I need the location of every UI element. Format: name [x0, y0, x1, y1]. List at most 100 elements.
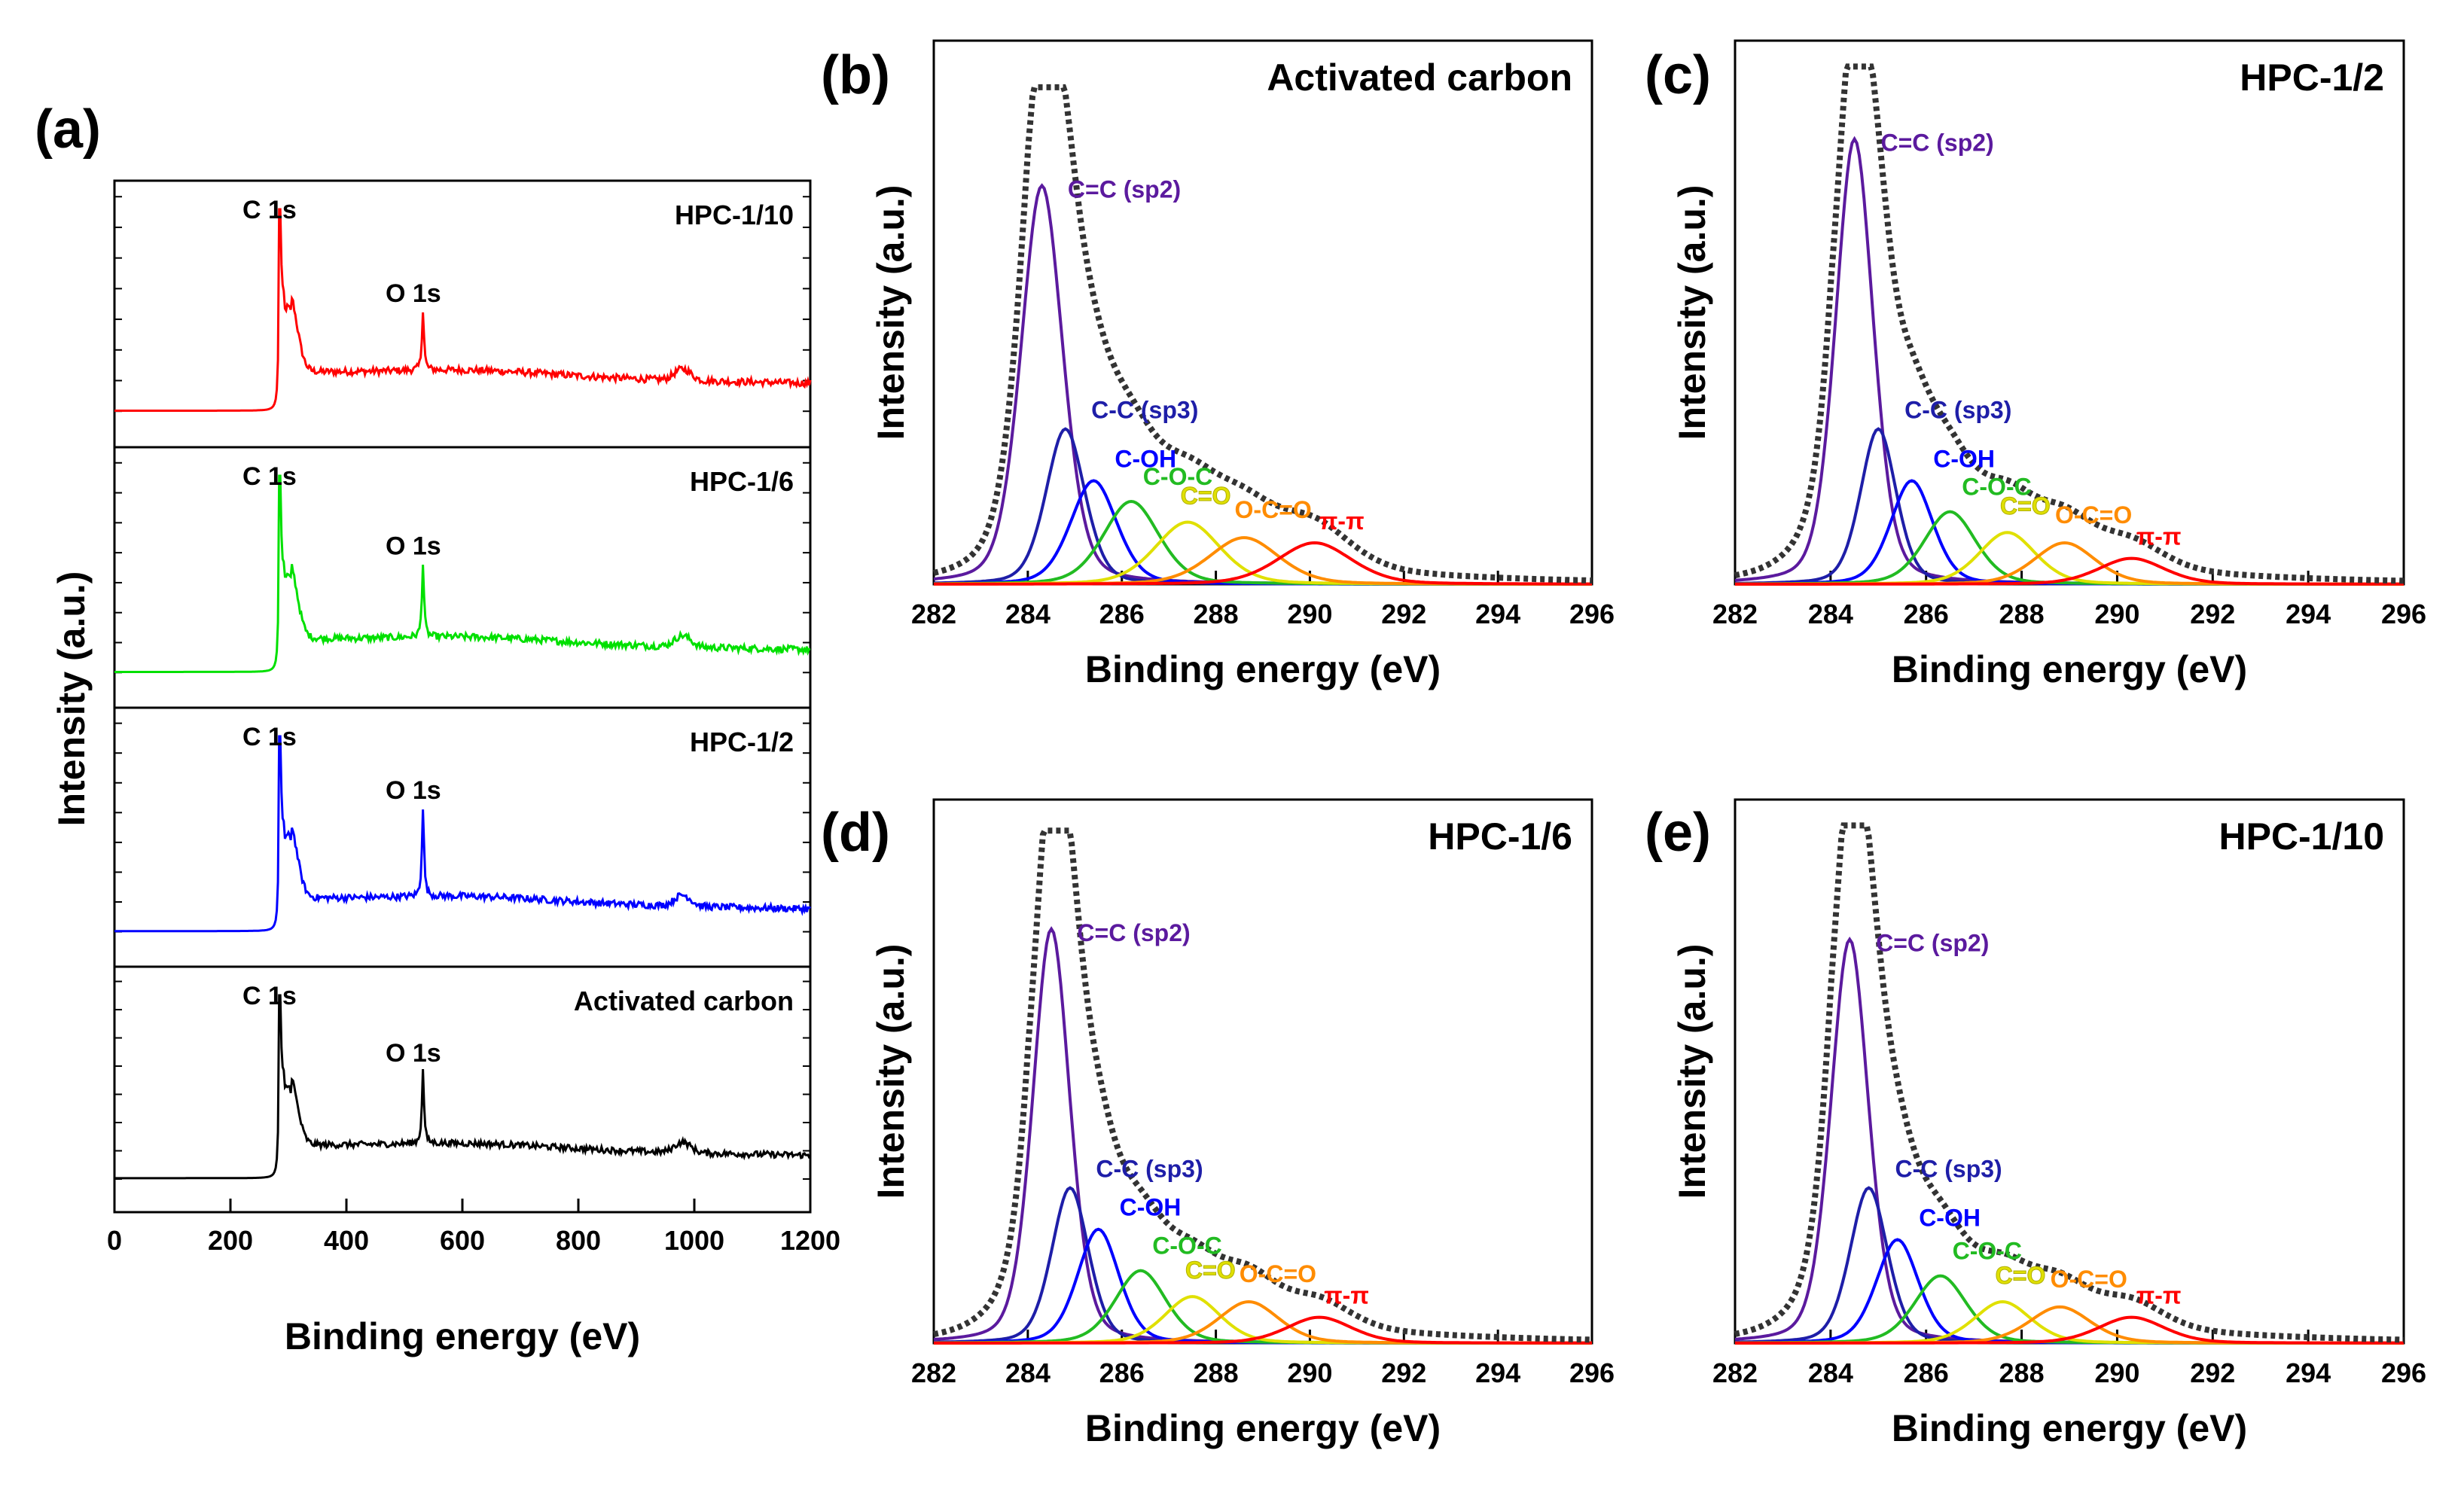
component-label-c-oh: C-OH: [1120, 1194, 1182, 1221]
x-tick-label: 288: [1999, 1357, 2045, 1388]
envelope-data: [933, 827, 1592, 1343]
survey-spectrum-hpc-1-10: C 1s O 1s HPC-1/10: [113, 179, 812, 449]
survey-sample-name: HPC-1/10: [675, 200, 794, 230]
survey-sample-name: HPC-1/6: [690, 466, 794, 497]
survey-line-hpc-1-10: [114, 208, 812, 412]
x-tick-label: 296: [1569, 1357, 1615, 1388]
o1s-label: O 1s: [386, 1039, 441, 1068]
o1s-label: O 1s: [386, 279, 441, 308]
survey-spectrum-hpc-1-2: C 1s O 1s HPC-1/2: [113, 706, 812, 968]
x-tick-label: 290: [2094, 599, 2139, 629]
x-tick-label: 292: [2190, 1357, 2235, 1388]
x-tick-label: 290: [2094, 1357, 2139, 1388]
x-tick-label: 294: [2286, 1357, 2331, 1388]
x-tick-label: 292: [1381, 599, 1426, 629]
x-tick-label-a: 600: [440, 1225, 485, 1256]
component-label-o-c-o: O-C=O: [1235, 496, 1312, 523]
component-label-o-c-o: O-C=O: [2051, 1266, 2127, 1293]
c1s-panel-d: (d) 282 284 286 288 290 292 294 296 C=C (sp2) C-C …: [821, 798, 1615, 1449]
survey-sample-name: Activated carbon: [574, 986, 794, 1016]
envelope-data: [932, 84, 1592, 583]
x-tick-label: 294: [1475, 1357, 1520, 1388]
component-label-c-o: C=O: [1185, 1257, 1236, 1284]
component-label-: π-π: [1319, 507, 1365, 535]
panel-label-b: (b): [821, 45, 890, 105]
x-tick-label: 286: [1099, 599, 1145, 629]
x-axis-title: Binding energy (eV): [1892, 648, 2247, 690]
x-tick-label: 284: [1808, 599, 1853, 629]
y-axis-title: Intensity (a.u.): [1671, 185, 1713, 440]
component-label-c-c-sp3: C-C (sp3): [1895, 1156, 2002, 1183]
sample-name: HPC-1/10: [2219, 815, 2384, 858]
x-tick-label-a: 1000: [664, 1225, 724, 1256]
x-tick-label-a: 0: [107, 1225, 122, 1256]
component-label-c-o-c: C-O-C: [1962, 474, 2031, 501]
component-c-c-sp2: [933, 183, 1592, 586]
envelope-data: [1734, 822, 2405, 1343]
component-label-c-oh: C-OH: [1115, 445, 1176, 472]
c1s-panel-b: (b) 282 284 286 288 290 292 294 296 C=C (sp2) C-C …: [821, 39, 1615, 690]
c1s-label: C 1s: [242, 723, 297, 751]
x-tick-label: 284: [1005, 1357, 1051, 1388]
x-tick-label: 286: [1099, 1357, 1145, 1388]
component-: [1735, 1315, 2404, 1345]
survey-spectrum-hpc-1-6: C 1s O 1s HPC-1/6: [113, 446, 812, 709]
x-tick-label: 290: [1287, 1357, 1332, 1388]
component-label-c-c-sp2: C=C (sp2): [1880, 129, 1993, 157]
sample-name: Activated carbon: [1267, 56, 1572, 99]
x-tick-label: 284: [1808, 1357, 1853, 1388]
x-tick-label: 282: [911, 1357, 956, 1388]
y-axis-title: Intensity (a.u.): [1671, 944, 1713, 1199]
x-axis-title-a: Binding energy (eV): [285, 1315, 640, 1357]
survey-spectrum-activated-carbon: C 1s O 1s Activated carbon: [113, 965, 812, 1214]
component-: [934, 541, 1592, 586]
sample-name: HPC-1/6: [1428, 815, 1572, 858]
x-tick-label: 296: [2381, 599, 2426, 629]
panel-label-d: (d): [821, 803, 890, 863]
y-axis-title-a: Intensity (a.u.): [50, 571, 93, 827]
component-label-c-oh: C-OH: [1933, 445, 1995, 472]
x-tick-label: 286: [1904, 599, 1949, 629]
panel-label-c: (c): [1645, 45, 1711, 105]
component-label-c-c-sp2: C=C (sp2): [1068, 176, 1181, 203]
x-tick-label-a: 800: [556, 1225, 601, 1256]
component-label-c-c-sp3: C-C (sp3): [1091, 397, 1198, 424]
component-label-c-c-sp2: C=C (sp2): [1876, 930, 1989, 957]
survey-sample-name: HPC-1/2: [690, 727, 794, 757]
component-label-c-o: C=O: [1181, 482, 1231, 509]
component-label-o-c-o: O-C=O: [1240, 1260, 1316, 1287]
component-label-o-c-o: O-C=O: [2055, 501, 2132, 529]
x-tick-label: 294: [1475, 599, 1520, 629]
c1s-panel-c: (c) 282 284 286 288 290 292 294 296 C=C (sp2) C-C …: [1645, 39, 2426, 690]
c1s-label: C 1s: [242, 462, 297, 491]
y-axis-title: Intensity (a.u.): [870, 185, 912, 440]
x-tick-label: 286: [1904, 1357, 1949, 1388]
o1s-label: O 1s: [386, 532, 441, 560]
x-tick-label: 294: [2286, 599, 2331, 629]
x-tick-label: 296: [2381, 1357, 2426, 1388]
component-label-c-o: C=O: [1996, 1262, 2046, 1289]
o1s-label: O 1s: [386, 776, 441, 805]
component-label-: π-π: [2136, 523, 2182, 550]
x-tick-label: 282: [1712, 1357, 1758, 1388]
x-tick-label: 290: [1287, 599, 1332, 629]
x-tick-label: 288: [1194, 1357, 1239, 1388]
x-axis-title: Binding energy (eV): [1085, 1407, 1441, 1449]
component-label-c-o: C=O: [2000, 492, 2051, 519]
component-label-c-c-sp3: C-C (sp3): [1096, 1156, 1203, 1183]
x-tick-label: 282: [911, 599, 956, 629]
c1s-label: C 1s: [242, 982, 297, 1010]
panel-label-a: (a): [35, 99, 101, 160]
c1s-panel-e: (e) 282 284 286 288 290 292 294 296 C=C (sp2) C-C …: [1645, 798, 2426, 1449]
component-label-: π-π: [2136, 1282, 2182, 1309]
component-: [934, 1315, 1592, 1345]
x-axis-title: Binding energy (eV): [1892, 1407, 2247, 1449]
x-tick-label: 292: [2190, 599, 2235, 629]
x-tick-label: 288: [1194, 599, 1239, 629]
component-label-: π-π: [1324, 1282, 1369, 1309]
x-tick-label: 288: [1999, 599, 2045, 629]
envelope-data: [1734, 63, 2405, 584]
survey-line-hpc-1-2: [114, 735, 812, 933]
survey-line-hpc-1-6: [114, 474, 811, 673]
